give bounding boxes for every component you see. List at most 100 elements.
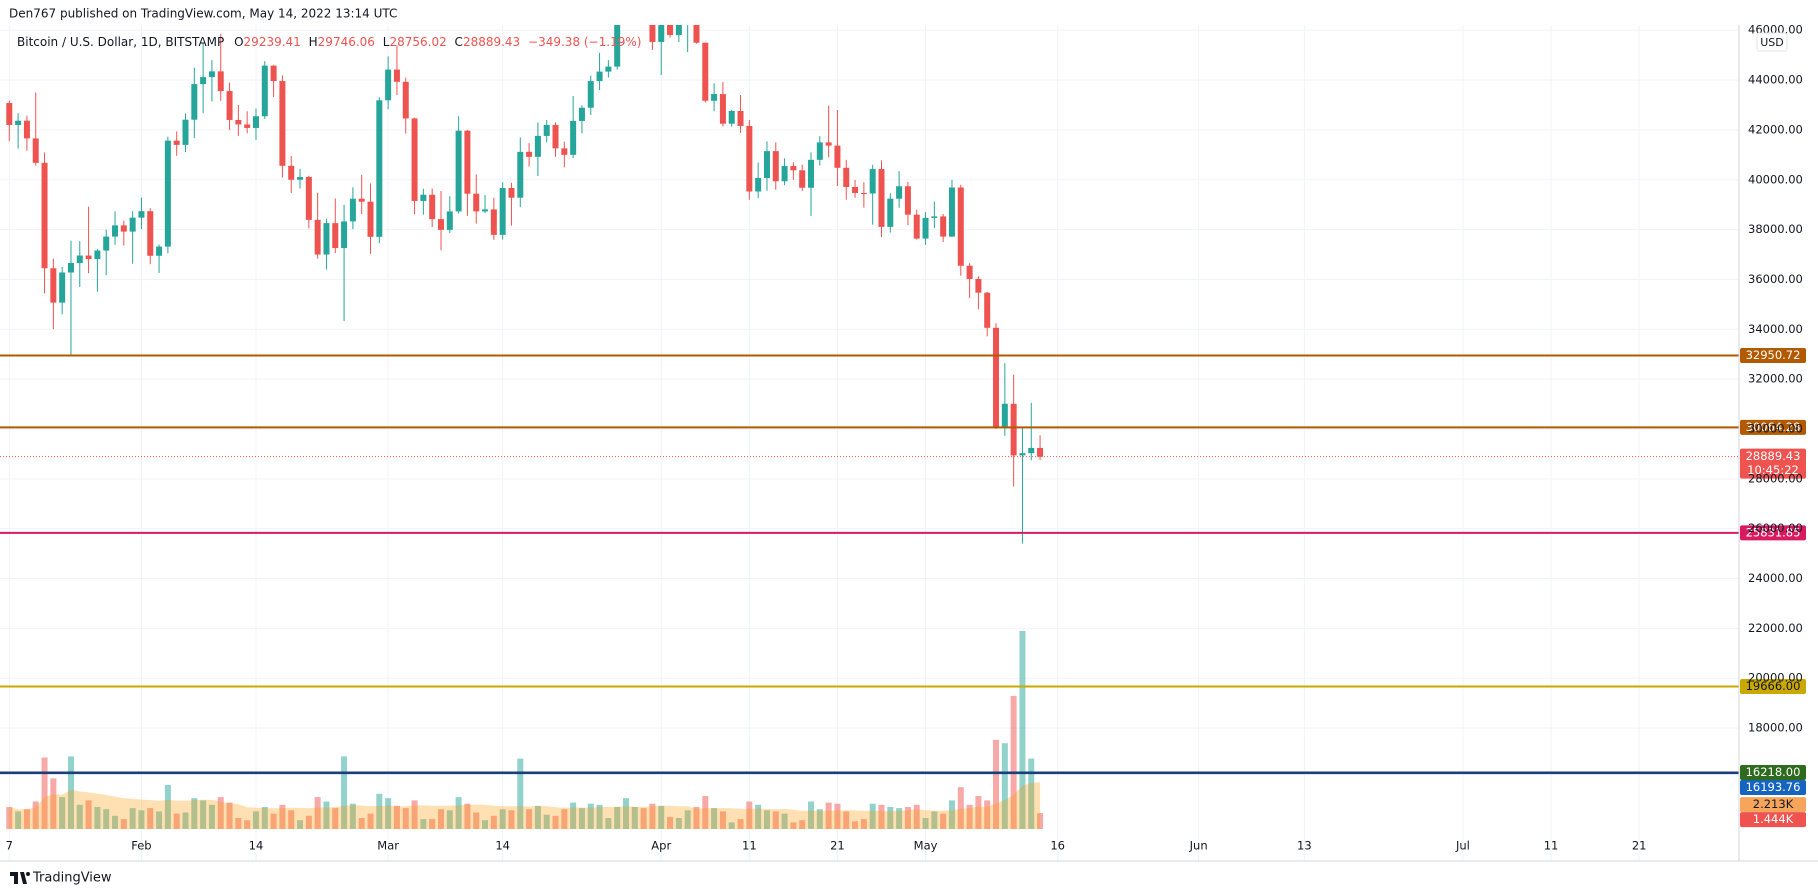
level-label-bg xyxy=(1740,764,1806,780)
candle-body xyxy=(270,65,277,82)
logo xyxy=(10,872,30,884)
candle-body xyxy=(235,119,242,125)
volume-bar xyxy=(561,809,568,829)
volume-bar xyxy=(1001,743,1008,829)
x-tick-label: Feb xyxy=(131,839,151,853)
level-label: 16218.00 xyxy=(1746,765,1801,779)
candle-body xyxy=(217,71,224,92)
candle-body xyxy=(191,84,198,120)
candle-body xyxy=(112,225,119,237)
candle-body xyxy=(526,151,533,157)
candle-body xyxy=(860,192,867,194)
volume-bar xyxy=(288,810,295,829)
last-price: 28889.43 xyxy=(1746,449,1801,463)
volume-bar xyxy=(684,810,691,829)
volume-bar xyxy=(843,811,850,829)
candle-body xyxy=(1028,447,1035,454)
volume-bar xyxy=(349,803,356,829)
candle-body xyxy=(552,124,559,149)
candle-body xyxy=(429,194,436,220)
last-price-bg xyxy=(1740,448,1806,479)
volume-bar xyxy=(808,801,815,829)
candle-body xyxy=(15,120,22,125)
volume-bar xyxy=(429,819,436,829)
y-tick-label: 24000.00 xyxy=(1748,571,1803,585)
candle-body xyxy=(323,223,330,255)
volume-bar xyxy=(623,798,629,829)
volume-bar xyxy=(235,818,242,829)
y-tick-label: 22000.00 xyxy=(1748,621,1803,635)
candle-body xyxy=(1037,447,1044,457)
volume-bar xyxy=(517,758,524,829)
candle-body xyxy=(808,159,815,188)
candle-body xyxy=(702,42,709,101)
volume-bar xyxy=(904,807,911,829)
volume-bar xyxy=(975,796,982,829)
level-label-bg xyxy=(1740,419,1806,435)
volume-bar xyxy=(76,804,83,829)
candle-body xyxy=(1010,403,1017,456)
volume-bar xyxy=(1028,758,1035,829)
axes: 18000.00 20000.00 22000.00 24000.00 26000.00… xyxy=(6,23,1803,853)
candle-body xyxy=(156,246,163,256)
countdown: 10:45:22 xyxy=(1747,463,1799,477)
volume-bar xyxy=(411,800,418,829)
volume-bar xyxy=(94,807,101,829)
x-tick-label: 21 xyxy=(830,839,845,853)
volume-label: 1.444K xyxy=(1753,812,1794,826)
volume-pane xyxy=(6,631,1044,829)
candle-body xyxy=(94,250,101,260)
level-label: 19666.00 xyxy=(1746,679,1801,693)
candle-body xyxy=(763,151,770,179)
open: 29239.41 xyxy=(244,35,301,49)
candle-body xyxy=(402,81,409,119)
candle-body xyxy=(173,140,180,145)
y-tick-label: 28000.00 xyxy=(1748,471,1803,485)
candle-body xyxy=(252,116,259,128)
candle-body xyxy=(385,69,392,101)
volume-bar xyxy=(446,810,453,829)
x-tick-label: Apr xyxy=(651,839,671,853)
x-tick-label: 21 xyxy=(1632,839,1647,853)
footer-brand: TradingView xyxy=(32,871,112,886)
candle-body xyxy=(508,187,515,198)
volume-bar xyxy=(693,807,700,829)
volume-bar xyxy=(67,756,74,829)
candle-body xyxy=(288,165,295,180)
candle-body xyxy=(596,71,603,82)
volume-bar xyxy=(658,805,665,829)
volume-bar xyxy=(112,815,119,829)
volume-bar xyxy=(887,807,894,829)
candle-body xyxy=(772,151,779,182)
candle-body xyxy=(728,110,735,124)
candle-body xyxy=(6,103,13,125)
volume-bar xyxy=(473,812,480,829)
candle-body xyxy=(940,216,947,237)
y-tick-label: 18000.00 xyxy=(1748,721,1803,735)
candle-body xyxy=(226,91,233,120)
candle-body xyxy=(843,167,850,187)
candle-body xyxy=(376,100,383,237)
candle-body xyxy=(76,255,83,264)
volume-bar xyxy=(1019,631,1026,829)
candle-body xyxy=(367,201,374,237)
level-label: 16193.76 xyxy=(1746,780,1801,794)
volume-bar xyxy=(781,813,788,829)
candle-body xyxy=(931,216,938,218)
volume-bar xyxy=(252,811,259,829)
candle-body xyxy=(605,66,612,72)
volume-bar xyxy=(420,819,427,829)
volume-bar xyxy=(156,811,163,829)
y-tick-label: 40000.00 xyxy=(1748,172,1803,186)
volume-bar xyxy=(834,803,841,829)
candle-body xyxy=(587,81,594,108)
volume-bar xyxy=(323,801,330,829)
candle-body xyxy=(913,214,920,239)
volume-bar xyxy=(482,820,489,829)
candle-body xyxy=(411,118,418,201)
volume-bar xyxy=(464,803,471,829)
low: 28756.02 xyxy=(389,35,446,49)
candle-body xyxy=(922,217,929,239)
candle-body xyxy=(816,142,823,160)
